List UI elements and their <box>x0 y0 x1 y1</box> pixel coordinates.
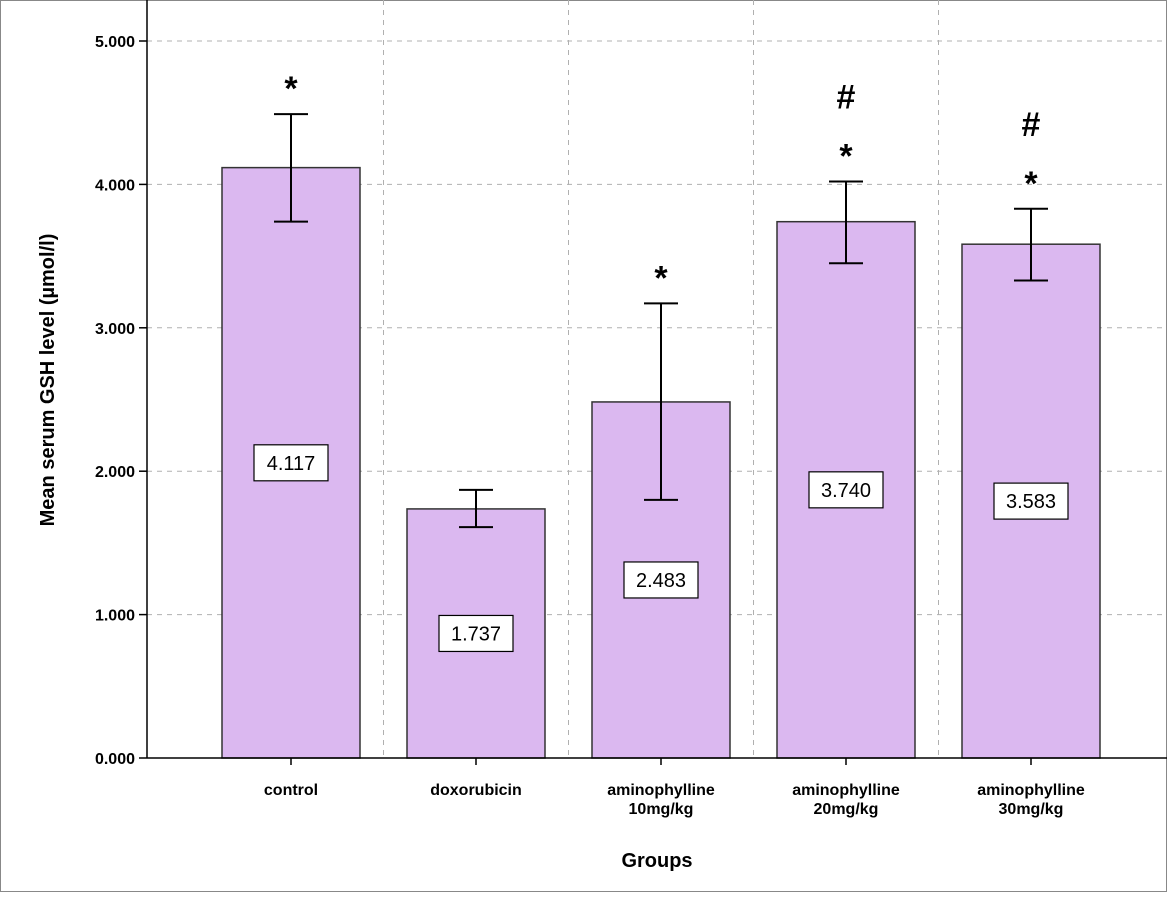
y-tick-label: 5.000 <box>95 34 135 51</box>
axes: 0.000 1.000 2.000 3.000 4.000 5.000 <box>95 0 1167 768</box>
data-label-box <box>253 444 329 482</box>
data-label-box <box>808 471 884 509</box>
y-tick-label: 0.000 <box>95 751 135 768</box>
y-tick-label: 4.000 <box>95 177 135 194</box>
x-tick-label: aminophylline <box>792 782 900 799</box>
x-tick-label: 10mg/kg <box>629 801 694 818</box>
significance-hash: # <box>1022 106 1041 144</box>
y-tick-label: 2.000 <box>95 464 135 481</box>
error-bar <box>274 113 308 223</box>
significance-asterisk: * <box>1024 165 1038 203</box>
y-axis-title: Mean serum GSH level (µmol/l) <box>37 234 59 527</box>
data-label: 3.583 <box>1006 491 1056 513</box>
x-tick-label: doxorubicin <box>430 782 522 799</box>
y-tick-label: 3.000 <box>95 321 135 338</box>
data-label: 3.740 <box>821 480 871 502</box>
error-bar <box>644 302 678 501</box>
x-tick-label: 20mg/kg <box>814 801 879 818</box>
significance-asterisk: * <box>654 259 668 297</box>
data-label-box <box>438 614 514 653</box>
data-label: 2.483 <box>636 570 686 592</box>
x-tick-label: 30mg/kg <box>999 801 1064 818</box>
x-tick-label: aminophylline <box>977 782 1085 799</box>
labels: 4.117 * control 1.737 doxorubicin 2.483 * amino… <box>253 70 1085 818</box>
x-tick-label: control <box>264 782 318 799</box>
significance-hash: # <box>837 79 856 117</box>
error-bar <box>1014 207 1048 282</box>
data-label-box <box>623 561 699 599</box>
y-tick-label: 1.000 <box>95 608 135 625</box>
significance-asterisk: * <box>839 138 853 176</box>
error-bar <box>459 488 493 529</box>
data-label-box <box>993 482 1069 520</box>
data-label: 4.117 <box>267 453 316 475</box>
error-bar <box>829 180 863 265</box>
significance-asterisk: * <box>284 70 298 108</box>
x-axis-title: Groups <box>621 850 692 872</box>
data-label: 1.737 <box>451 623 501 645</box>
bars <box>221 113 1101 759</box>
x-tick-label: aminophylline <box>607 782 715 799</box>
